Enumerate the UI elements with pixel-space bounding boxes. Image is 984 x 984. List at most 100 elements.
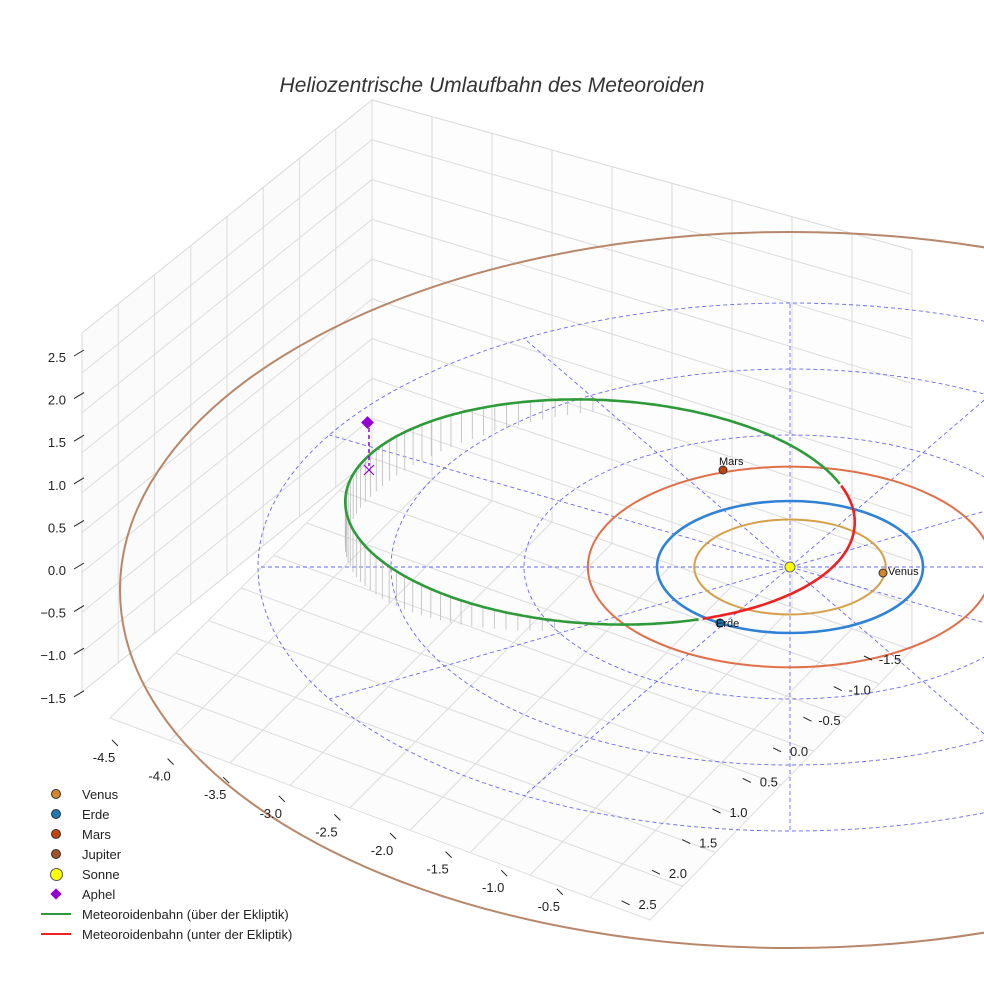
left-wall-hline <box>81 417 373 653</box>
legend-label: Aphel <box>82 886 116 902</box>
legend-item: Erde <box>38 804 292 824</box>
z-tick-mark <box>73 690 85 698</box>
legend-label: Erde <box>82 806 110 822</box>
legend-label: Jupiter <box>82 846 122 862</box>
x-tick-label: -3.5 <box>204 787 226 802</box>
earth-label: Erde <box>716 618 739 630</box>
ecliptic-spoke <box>523 566 791 796</box>
legend-item: Meteoroidenbahn (unter der Ekliptik) <box>38 924 292 944</box>
left-wall-hline <box>81 298 373 533</box>
mars-label: Mars <box>719 456 744 468</box>
dot-icon <box>51 809 61 819</box>
ecliptic-spoke <box>329 434 791 568</box>
x-tick-mark <box>167 758 174 765</box>
mars-marker <box>718 465 728 475</box>
x-tick-mark <box>278 795 286 803</box>
axis-ticks: 2.5 2.0 1.5 1.0 0.5 0.0 −0.5 −1.0 −1.5 -4.5 -4.0 -3… <box>40 349 901 914</box>
ecliptic-spoke <box>789 399 984 568</box>
back-wall-hline <box>371 338 913 518</box>
chart-title: Heliozentrische Umlaufbahn des Meteoroid… <box>279 74 705 97</box>
ecliptic-spoke <box>523 338 791 568</box>
back-wall-hline <box>371 218 913 384</box>
y-tick-mark <box>863 655 873 661</box>
x-tick-mark <box>222 776 230 784</box>
legend-item: Mars <box>38 824 292 844</box>
body-markers: Venus Erde Mars <box>361 416 919 630</box>
floor-line-b <box>306 522 847 718</box>
y-tick-mark <box>803 716 812 722</box>
legend-swatch <box>38 827 74 841</box>
x-tick-label: -0.5 <box>538 899 560 914</box>
meteoroid-droplines <box>344 399 594 631</box>
ecliptic-spoke <box>789 510 984 568</box>
x-tick-mark <box>556 888 564 896</box>
left-wall-hline <box>81 338 373 573</box>
z-tick-label: −1.5 <box>40 691 66 706</box>
legend-label: Sonne <box>82 866 120 882</box>
floor-line-b <box>175 652 716 853</box>
dot-icon <box>49 867 63 881</box>
y-tick-mark <box>742 777 752 783</box>
z-tick-label: 1.5 <box>48 435 66 450</box>
z-tick-label: −1.0 <box>40 648 66 663</box>
y-tick-mark <box>712 808 721 814</box>
y-tick-label: 0.5 <box>760 774 778 789</box>
meteoroid-trajectory <box>344 398 856 626</box>
x-tick-label: -1.0 <box>482 880 504 895</box>
z-tick-mark <box>73 519 85 527</box>
venus-label: Venus <box>888 566 919 578</box>
ecliptic-ring <box>257 302 984 832</box>
legend-item: Venus <box>38 784 292 804</box>
orbit-mars <box>586 465 984 669</box>
x-tick-mark <box>500 869 508 877</box>
legend-swatch <box>38 927 74 941</box>
legend-label: Meteoroidenbahn (über der Ekliptik) <box>82 906 289 922</box>
x-tick-mark <box>334 814 341 821</box>
x-tick-mark <box>445 851 452 858</box>
trajectory-below-ecliptic <box>702 484 856 621</box>
legend-item: Meteoroidenbahn (über der Ekliptik) <box>38 904 292 924</box>
floor-line-b <box>240 587 782 786</box>
z-tick-mark <box>73 477 85 485</box>
legend-item: Aphel <box>38 884 292 904</box>
y-tick-label: 0.0 <box>790 744 808 759</box>
left-wall-hline <box>81 179 373 414</box>
z-tick-label: 0.0 <box>48 563 66 578</box>
z-tick-mark <box>73 392 85 400</box>
dot-icon <box>51 849 61 859</box>
y-tick-label: 2.5 <box>639 897 657 912</box>
z-tick-label: 0.5 <box>48 520 66 535</box>
dot-icon <box>51 789 61 799</box>
y-tick-mark <box>681 839 691 845</box>
floor-line-b <box>208 620 749 820</box>
sun-marker <box>784 561 796 573</box>
legend-line-icon <box>41 913 71 915</box>
legend-swatch <box>38 867 74 881</box>
z-tick-mark <box>73 605 85 613</box>
aphel-marker <box>361 416 374 429</box>
z-tick-label: 2.5 <box>48 350 66 365</box>
x-tick-mark <box>389 832 397 840</box>
x-tick-mark <box>111 739 119 747</box>
z-tick-mark <box>73 562 85 570</box>
z-tick-label: 2.0 <box>48 393 66 408</box>
y-tick-mark <box>772 747 782 753</box>
aphel-projection <box>363 464 375 476</box>
ecliptic-spoke <box>789 566 984 624</box>
axis-grid <box>81 100 913 898</box>
floor-line-b <box>273 555 814 752</box>
z-tick-label: 1.0 <box>48 478 66 493</box>
z-tick-label: −0.5 <box>40 606 66 621</box>
x-tick-label: -2.0 <box>371 843 393 858</box>
y-tick-label: 1.5 <box>699 836 717 851</box>
floor-line-b <box>339 490 880 685</box>
z-tick-mark <box>73 434 85 442</box>
back-wall-hline <box>371 377 913 562</box>
planet-orbits <box>119 231 984 949</box>
x-tick-label: -2.5 <box>315 824 337 839</box>
back-wall-hline <box>371 179 913 340</box>
earth-marker <box>715 618 725 628</box>
legend-swatch <box>38 807 74 821</box>
legend-swatch <box>38 847 74 861</box>
